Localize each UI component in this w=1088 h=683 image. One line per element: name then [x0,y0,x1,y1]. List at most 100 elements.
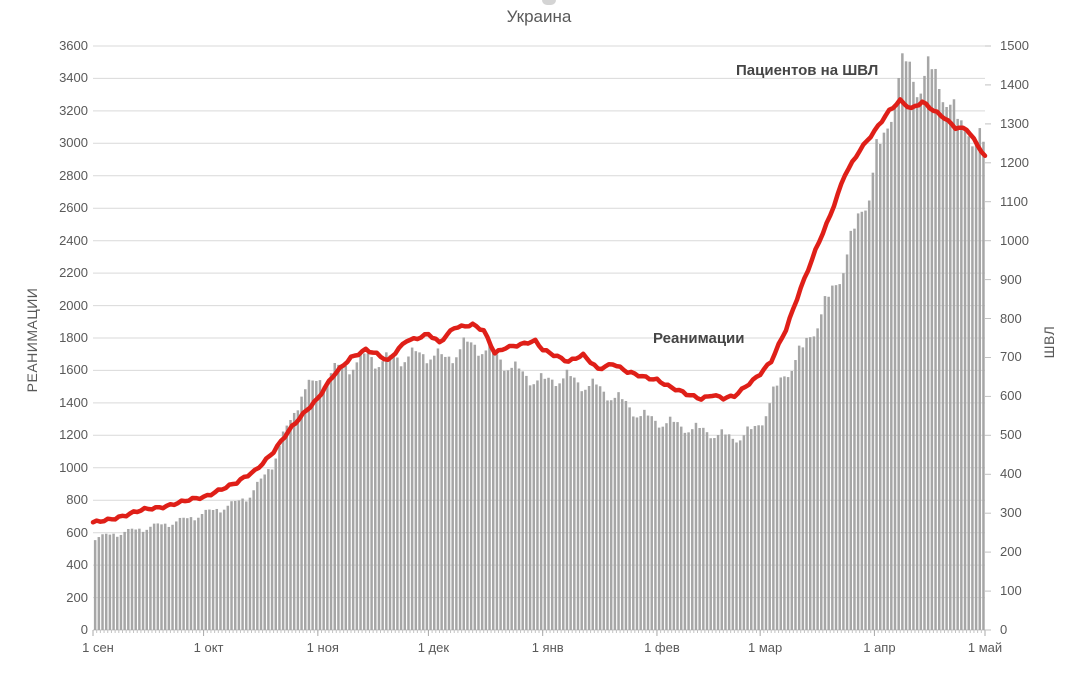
bar [289,419,292,630]
bar [554,386,558,630]
bar [134,529,137,630]
bar [311,380,314,630]
bar [772,386,775,630]
bar [550,379,554,630]
bar [580,391,583,630]
bar [853,228,856,630]
bar [112,533,115,630]
bar [628,407,631,630]
axis-tick-label: 800 [66,492,88,508]
bar [348,374,351,630]
axis-tick-label: 2000 [59,297,88,313]
bar [834,285,838,630]
bar [525,375,528,630]
bar [974,142,978,630]
bar [753,425,757,630]
bar [757,425,760,630]
bar [808,337,812,630]
axis-tick-label: 200 [66,589,88,605]
axis-tick-label: 500 [1000,427,1022,443]
bar [245,501,248,630]
bar [521,371,524,630]
bar [735,442,738,630]
bar [823,296,827,630]
bar [694,422,698,630]
bar [573,377,576,630]
bar [333,363,336,630]
bar [186,518,189,630]
bar [344,366,348,630]
bar [768,403,771,630]
bar [116,536,119,630]
bar [462,337,465,630]
bar [838,284,841,630]
bar [495,354,499,630]
bar [171,524,174,630]
bar [97,537,101,630]
bar [119,534,123,630]
bar [639,416,642,630]
bar [576,382,580,630]
bar [724,434,727,630]
bar [764,416,768,630]
bar [831,285,834,630]
bar [742,435,746,630]
bar [93,540,97,630]
axis-tick-label: 400 [1000,466,1022,482]
bar [222,509,226,630]
bar [403,362,407,630]
bar [657,427,661,630]
bar [488,343,491,630]
axis-tick-label: 1 апр [863,640,896,655]
axis-tick-label: 1100 [1000,193,1028,209]
bar [805,337,808,630]
bar [875,139,878,630]
bar [613,397,617,630]
bar [617,392,620,630]
axis-tick-label: 0 [80,622,88,637]
axis-tick-label: 1200 [1000,154,1029,170]
bar [897,78,900,630]
bar [248,497,252,630]
bar [691,429,694,630]
bar [219,512,222,630]
bar [407,356,410,630]
bar [399,366,403,630]
bar [702,427,705,630]
axis-tick-label: 900 [1000,271,1022,287]
bar [477,355,480,630]
bar [923,75,926,630]
bar [727,434,731,630]
bar [374,368,377,630]
axis-tick-label: 1 май [967,640,1003,655]
bar [665,423,668,630]
bar [174,521,178,630]
bar [886,128,889,630]
bar [149,526,152,630]
bar [425,363,429,630]
bar [635,417,639,630]
bar [447,356,451,630]
bar [517,368,521,630]
bar [842,273,845,630]
bar [956,118,959,630]
bar [624,401,628,630]
bar [543,378,547,630]
bar [882,132,886,630]
bar [130,528,134,630]
bar [827,296,830,630]
bar [267,469,270,630]
bar [127,528,130,630]
bar [241,498,244,630]
bar [683,432,687,630]
axis-tick-label: 100 [1000,583,1022,599]
axis-tick-label: 0 [1000,622,1008,637]
bar [200,514,204,630]
bar [281,431,285,630]
bar [849,230,853,630]
axis-tick-label: 200 [1000,544,1022,560]
bar [444,356,447,630]
bar [698,428,701,630]
bar [270,469,274,630]
